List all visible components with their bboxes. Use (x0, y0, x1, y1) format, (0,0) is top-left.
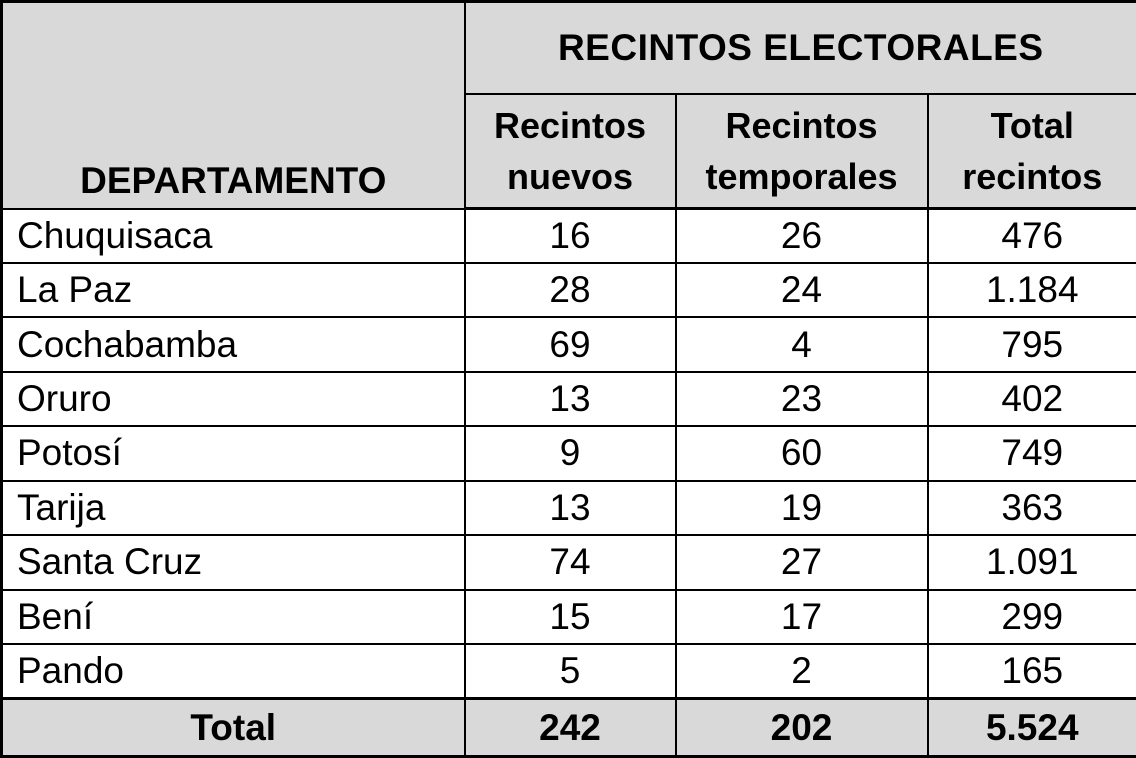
departamento-cell: Pando (0, 643, 466, 700)
departamento-cell: Santa Cruz (0, 534, 466, 591)
nuevos-cell: 5 (463, 643, 677, 700)
total-temporales-cell: 202 (674, 697, 929, 758)
temporales-cell: 26 (674, 207, 929, 264)
total-cell: 402 (926, 370, 1136, 428)
total-cell: 165 (926, 643, 1136, 700)
table-footer: Total 242 202 5.524 (0, 697, 1136, 758)
table-row: Tarija 13 19 363 (0, 479, 1136, 537)
table-header: DEPARTAMENTO RECINTOS ELECTORALES Recint… (0, 0, 1136, 210)
subheader-row: Recintos nuevos Recintos temporales Tota… (2, 92, 1136, 210)
total-cell: 299 (926, 588, 1136, 646)
temporales-cell: 24 (674, 261, 929, 319)
temporales-cell: 23 (674, 370, 929, 428)
column-header-total-recintos: Total recintos (926, 92, 1136, 210)
total-row-label: Total (0, 697, 466, 758)
total-row: Total 242 202 5.524 (0, 697, 1136, 758)
nuevos-cell: 15 (463, 588, 677, 646)
table-row: Oruro 13 23 402 (0, 370, 1136, 428)
total-cell: 795 (926, 316, 1136, 373)
nuevos-cell: 16 (463, 207, 677, 264)
total-cell: 1.091 (926, 534, 1136, 591)
table-body: Chuquisaca 16 26 476 La Paz 28 24 1.184 Cochabam… (0, 207, 1136, 700)
departamento-cell: Cochabamba (0, 316, 466, 373)
temporales-cell: 27 (674, 534, 929, 591)
nuevos-cell: 28 (463, 261, 677, 319)
departamento-cell: Bení (0, 588, 466, 646)
total-cell: 363 (926, 479, 1136, 537)
total-cell: 1.184 (926, 261, 1136, 319)
nuevos-cell: 9 (463, 425, 677, 482)
column-header-recintos-temporales: Recintos temporales (674, 92, 929, 210)
nuevos-cell: 13 (463, 370, 677, 428)
departamento-cell: Oruro (0, 370, 466, 428)
group-header-row: DEPARTAMENTO RECINTOS ELECTORALES (0, 0, 1136, 210)
departamento-cell: La Paz (0, 261, 466, 319)
temporales-cell: 2 (674, 643, 929, 700)
departamento-cell: Chuquisaca (0, 207, 466, 264)
total-cell: 749 (926, 425, 1136, 482)
table-row: La Paz 28 24 1.184 (0, 261, 1136, 319)
total-recintos-cell: 5.524 (926, 697, 1136, 758)
group-header-recintos-electorales: RECINTOS ELECTORALES (463, 0, 1136, 95)
temporales-cell: 17 (674, 588, 929, 646)
table-row: Chuquisaca 16 26 476 (0, 207, 1136, 264)
nuevos-cell: 69 (463, 316, 677, 373)
nuevos-cell: 74 (463, 534, 677, 591)
temporales-cell: 60 (674, 425, 929, 482)
table-row: Santa Cruz 74 27 1.091 (0, 534, 1136, 591)
table-row: Pando 5 2 165 (0, 643, 1136, 700)
nuevos-cell: 13 (463, 479, 677, 537)
table-row: Potosí 9 60 749 (0, 425, 1136, 482)
temporales-cell: 4 (674, 316, 929, 373)
table-row: Bení 15 17 299 (0, 588, 1136, 646)
temporales-cell: 19 (674, 479, 929, 537)
total-nuevos-cell: 242 (463, 697, 677, 758)
column-header-departamento: DEPARTAMENTO (0, 0, 466, 210)
table-row: Cochabamba 69 4 795 (0, 316, 1136, 373)
column-header-recintos-nuevos: Recintos nuevos (463, 92, 677, 210)
total-cell: 476 (926, 207, 1136, 264)
departamento-cell: Tarija (0, 479, 466, 537)
departamento-cell: Potosí (0, 425, 466, 482)
